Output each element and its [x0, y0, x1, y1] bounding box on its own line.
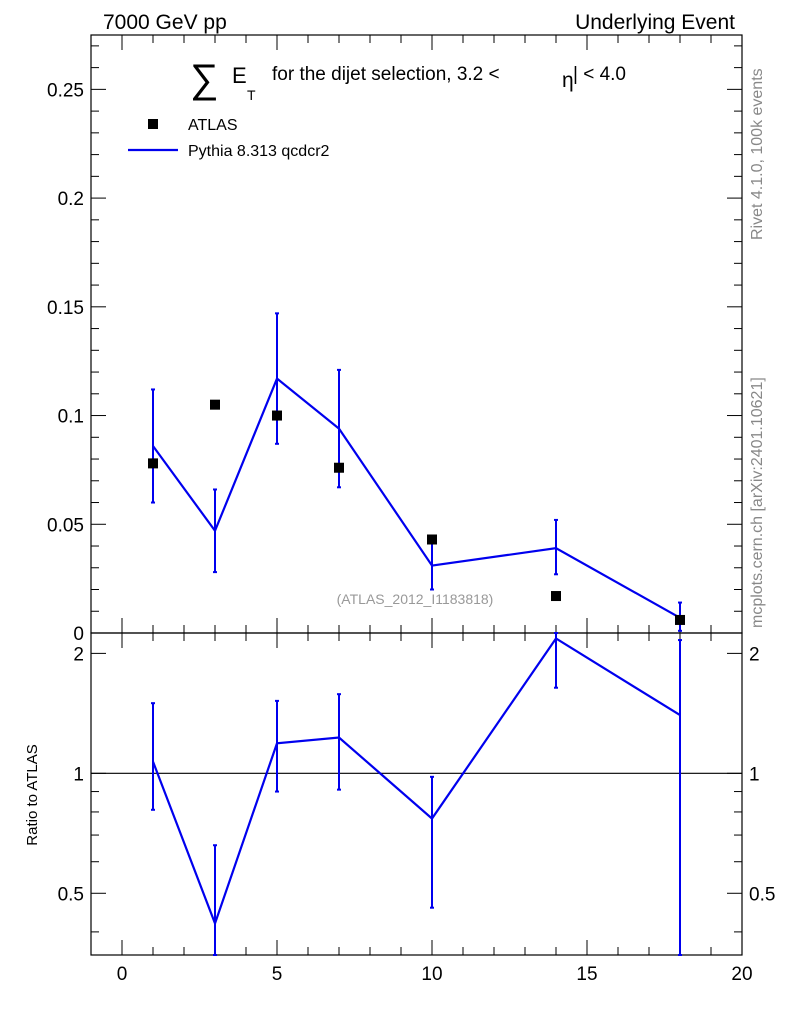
ratio-y-tick-label: 2 [73, 644, 84, 665]
x-tick-label: 20 [731, 964, 752, 985]
chart-title: ∑ E T for the dijet selection, 3.2 < η |… [190, 57, 626, 103]
mcplots-label: mcplots.cern.ch [arXiv:2401.10621] [749, 377, 766, 628]
main-y-tick-label: 0.2 [58, 189, 84, 210]
title-eta: η [562, 69, 574, 92]
main-y-tick-label: 0.15 [47, 298, 84, 319]
atlas-data-point [148, 458, 158, 469]
x-tick-label: 10 [421, 964, 442, 985]
ratio-y-tick-label: 1 [73, 764, 84, 785]
ratio-ylabel: Ratio to ATLAS [24, 744, 41, 845]
ratio-y-tick-label-right: 1 [749, 764, 760, 785]
atlas-data-point [427, 534, 437, 545]
ratio-y-tick-label-right: 2 [749, 644, 760, 665]
ratio-frame [90, 632, 743, 956]
atlas-data-point [551, 591, 561, 602]
main-ticks: 0 0.05 0.1 0.15 0.2 0.25 [47, 35, 743, 645]
ratio-y-tick-label: 0.5 [58, 884, 84, 905]
x-tick-label: 5 [272, 964, 283, 985]
header-left: 7000 GeV pp [103, 11, 227, 34]
ratio-marks [91, 632, 742, 956]
main-y-tick-label: 0 [73, 624, 84, 645]
ratio-ticks: 0 5 10 15 20 0.5 0.5 1 1 2 2 [58, 633, 775, 985]
main-panel: 0 0.05 0.1 0.15 0.2 0.25 ∑ E T for the dijet … [47, 34, 743, 645]
pythia-series-line [152, 376, 681, 619]
atlas-data-point [210, 399, 220, 410]
main-marks [148, 312, 685, 632]
legend-atlas-label: ATLAS [188, 117, 238, 134]
title-t: T [247, 87, 256, 103]
rivet-label: Rivet 4.1.0, 100k events [749, 68, 766, 240]
x-tick-label: 15 [576, 964, 597, 985]
atlas-data-point [334, 462, 344, 473]
header-right: Underlying Event [575, 11, 735, 34]
title-e: E [232, 63, 247, 88]
title-end: | < 4.0 [573, 64, 626, 85]
atlas-data-point [675, 614, 685, 625]
atlas-data-point [272, 410, 282, 421]
ratio-y-tick-label-right: 0.5 [749, 884, 775, 905]
ratio-panel: 0 5 10 15 20 0.5 0.5 1 1 2 2 Ratio to ATLAS [24, 632, 775, 985]
main-y-tick-label: 0.05 [47, 515, 84, 536]
watermark: (ATLAS_2012_I1183818) [337, 591, 494, 607]
title-sum-symbol: ∑ [190, 57, 219, 101]
main-y-tick-label: 0.25 [47, 80, 84, 101]
main-y-tick-label: 0.1 [58, 407, 84, 428]
legend: ATLAS Pythia 8.313 qcdcr2 [128, 117, 330, 160]
legend-pythia-label: Pythia 8.313 qcdcr2 [188, 143, 330, 160]
ratio-series-line [151, 636, 681, 927]
legend-atlas-marker [148, 119, 158, 129]
title-text: for the dijet selection, 3.2 < [272, 64, 500, 85]
x-tick-label: 0 [117, 964, 128, 985]
